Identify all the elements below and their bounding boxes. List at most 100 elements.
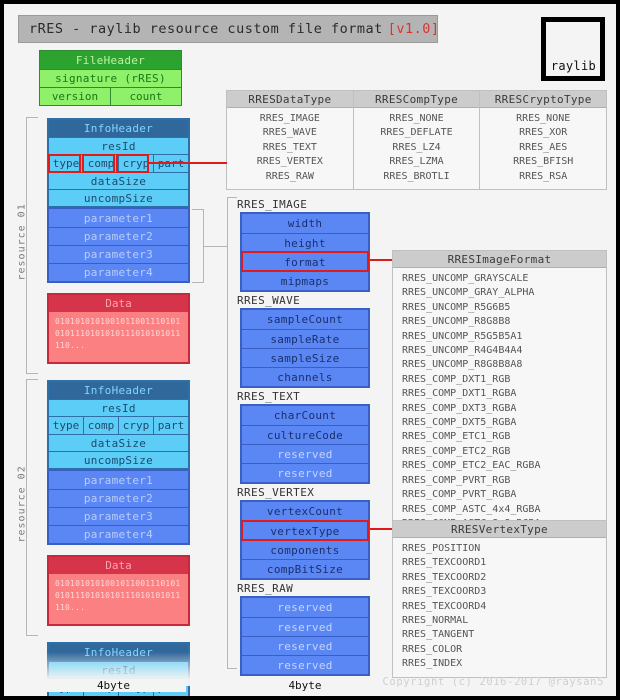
- parameter-2: parameter2: [49, 489, 188, 507]
- file-header-count: count: [110, 88, 181, 105]
- enum-item: RRES_RAW: [265, 170, 314, 182]
- connector-format-to-imageformat: [370, 259, 392, 261]
- data-block-bits: 0101010101001011001110101010111010101011…: [49, 574, 188, 624]
- enum-item: RRES_NORMAL: [402, 615, 469, 627]
- connector-params-stem: [203, 246, 227, 247]
- struct-field: sampleRate: [242, 329, 368, 348]
- info-header-uncompsize: uncompSize: [49, 451, 188, 468]
- struct-block-rres-vertex: vertexCount vertexType components compBi…: [240, 500, 370, 580]
- parameter-3: parameter3: [49, 507, 188, 525]
- enum-item: RRES_COLOR: [402, 643, 463, 655]
- struct-field: charCount: [242, 406, 368, 425]
- parameter-1: parameter1: [49, 471, 188, 489]
- enum-item: RRES_COMP_PVRT_RGB: [402, 474, 511, 486]
- struct-field: height: [242, 233, 368, 252]
- copyright-text: Copyright (c) 2016-2017 @raysan5: [382, 676, 604, 688]
- enum-item: RRES_BFISH: [513, 156, 574, 168]
- enum-item: RRES_NONE: [389, 113, 444, 124]
- info-header-title: InfoHeader: [49, 382, 188, 399]
- info-header-type: type: [52, 419, 80, 432]
- struct-field: components: [242, 540, 368, 559]
- enum-item: RRES_COMP_ASTC_4x4_RGBA: [402, 503, 541, 515]
- enum-item: RRES_UNCOMP_R8G8B8A8: [402, 359, 523, 371]
- connector-vertextype-to-vertexenum: [370, 528, 392, 530]
- enum-table-rrescryptotype: RRESCryptoType RRES_NONE RRES_XOR RRES_A…: [480, 91, 607, 189]
- struct-label-rres-wave: RRES_WAVE: [237, 294, 301, 307]
- enum-item: RRES_LZ4: [392, 141, 441, 153]
- diagram-canvas: rRES - raylib resource custom file forma…: [4, 4, 616, 696]
- struct-label-rres-vertex: RRES_VERTEX: [237, 486, 315, 499]
- parameter-3: parameter3: [49, 245, 188, 263]
- data-block-bits: 0101010101001011001110101010111010101011…: [49, 312, 188, 362]
- enum-item: RRES_COMP_DXT5_RGBA: [402, 417, 517, 429]
- info-header-block-01: InfoHeader resId type comp cryp part dat…: [47, 118, 190, 208]
- enum-item: RRES_RSA: [519, 170, 568, 182]
- info-header-datasize: dataSize: [49, 434, 188, 451]
- enum-item: RRES_LZMA: [389, 156, 444, 168]
- info-header-comp: comp: [83, 417, 118, 434]
- struct-block-rres-image: width height format mipmaps: [240, 212, 370, 292]
- enum-item: RRES_UNCOMP_R8G8B8: [402, 316, 511, 328]
- data-block-01: Data 01010101010010110011101010101110101…: [47, 293, 190, 364]
- struct-field: reserved: [242, 444, 368, 463]
- enum-item: RRES_TEXT: [262, 141, 317, 153]
- enum-table-rresdatatype: RRESDataType RRES_IMAGE RRES_WAVE RRES_T…: [227, 91, 354, 190]
- ruler-right-label: 4byte: [285, 679, 325, 692]
- enum-item: RRES_TEXCOORD3: [402, 586, 487, 598]
- data-block-02: Data 01010101010010110011101010101110101…: [47, 555, 190, 626]
- raylib-logo-text: raylib: [550, 59, 596, 73]
- info-header-uncompsize: uncompSize: [49, 189, 188, 206]
- enum-item: RRES_UNCOMP_R5G5B5A1: [402, 330, 523, 342]
- resource-02-bracket: [26, 379, 38, 636]
- connector-type-to-enums: [149, 162, 227, 164]
- struct-field: reserved: [242, 463, 368, 482]
- struct-label-rres-image: RRES_IMAGE: [237, 198, 308, 211]
- enum-item: RRES_BROTLI: [383, 170, 450, 182]
- enum-item: RRES_COMP_DXT1_RGB: [402, 373, 511, 385]
- struct-field: vertexCount: [242, 502, 368, 521]
- file-header-block: FileHeader signature (rRES) version coun…: [39, 50, 182, 106]
- enum-title: RRESDataType: [227, 91, 353, 108]
- struct-field: reserved: [242, 617, 368, 636]
- enum-item: RRES_DEFLATE: [380, 127, 453, 139]
- enum-item: RRES_COMP_ETC2_RGB: [402, 445, 511, 457]
- enum-item: RRES_TANGENT: [402, 629, 475, 641]
- parameter-2: parameter2: [49, 227, 188, 245]
- resource-01-label: resource 01: [16, 203, 28, 281]
- struct-block-rres-wave: sampleCount sampleRate sampleSize channe…: [240, 308, 370, 388]
- enum-table-rresimageformat: RRESImageFormat RRES_UNCOMP_GRAYSCALE RRE…: [392, 250, 607, 538]
- enum-item: RRES_COMP_DXT1_RGBA: [402, 388, 517, 400]
- enum-title: RRESVertexType: [393, 521, 606, 538]
- enum-item: RRES_TEXCOORD1: [402, 557, 487, 569]
- enum-item: RRES_VERTEX: [256, 156, 323, 168]
- struct-field: cultureCode: [242, 425, 368, 444]
- enum-table-rrescomptype: RRESCompType RRES_NONE RRES_DEFLATE RRES…: [353, 91, 481, 190]
- enum-item: RRES_COMP_DXT3_RGBA: [402, 402, 517, 414]
- cryp-field-highlight: [116, 154, 149, 173]
- struct-label-rres-raw: RRES_RAW: [237, 582, 294, 595]
- info-header-resid: resId: [49, 137, 188, 154]
- enum-title: RRESCryptoType: [480, 91, 607, 108]
- enum-item: RRES_COMP_ETC2_EAC_RGBA: [402, 460, 541, 472]
- struct-field: mipmaps: [242, 271, 368, 290]
- enum-item: RRES_AES: [519, 141, 568, 153]
- enum-item: RRES_TEXCOORD2: [402, 571, 487, 583]
- struct-field: sampleCount: [242, 310, 368, 329]
- info-header-cryp: cryp: [118, 155, 153, 172]
- struct-block-rres-raw: reserved reserved reserved reserved: [240, 596, 370, 676]
- type-field-highlight: [48, 154, 81, 173]
- ruler-left-label: 4byte: [93, 679, 134, 692]
- enum-item: RRES_COMP_PVRT_RGBA: [402, 489, 517, 501]
- resource-02-label: resource 02: [16, 465, 28, 543]
- enum-item: RRES_WAVE: [262, 127, 317, 139]
- struct-field: channels: [242, 367, 368, 386]
- info-header-type: type: [52, 157, 80, 170]
- title-text: rRES - raylib resource custom file forma…: [29, 21, 383, 37]
- struct-label-rres-text: RRES_TEXT: [237, 390, 301, 403]
- page-title: rRES - raylib resource custom file forma…: [18, 15, 439, 43]
- struct-field-format: format: [241, 251, 369, 272]
- enum-item: RRES_INDEX: [402, 658, 463, 670]
- info-header-part: part: [153, 417, 188, 434]
- file-header-version-count-row: version count: [40, 87, 181, 105]
- parameters-block-02: parameter1 parameter2 parameter3 paramet…: [47, 469, 190, 545]
